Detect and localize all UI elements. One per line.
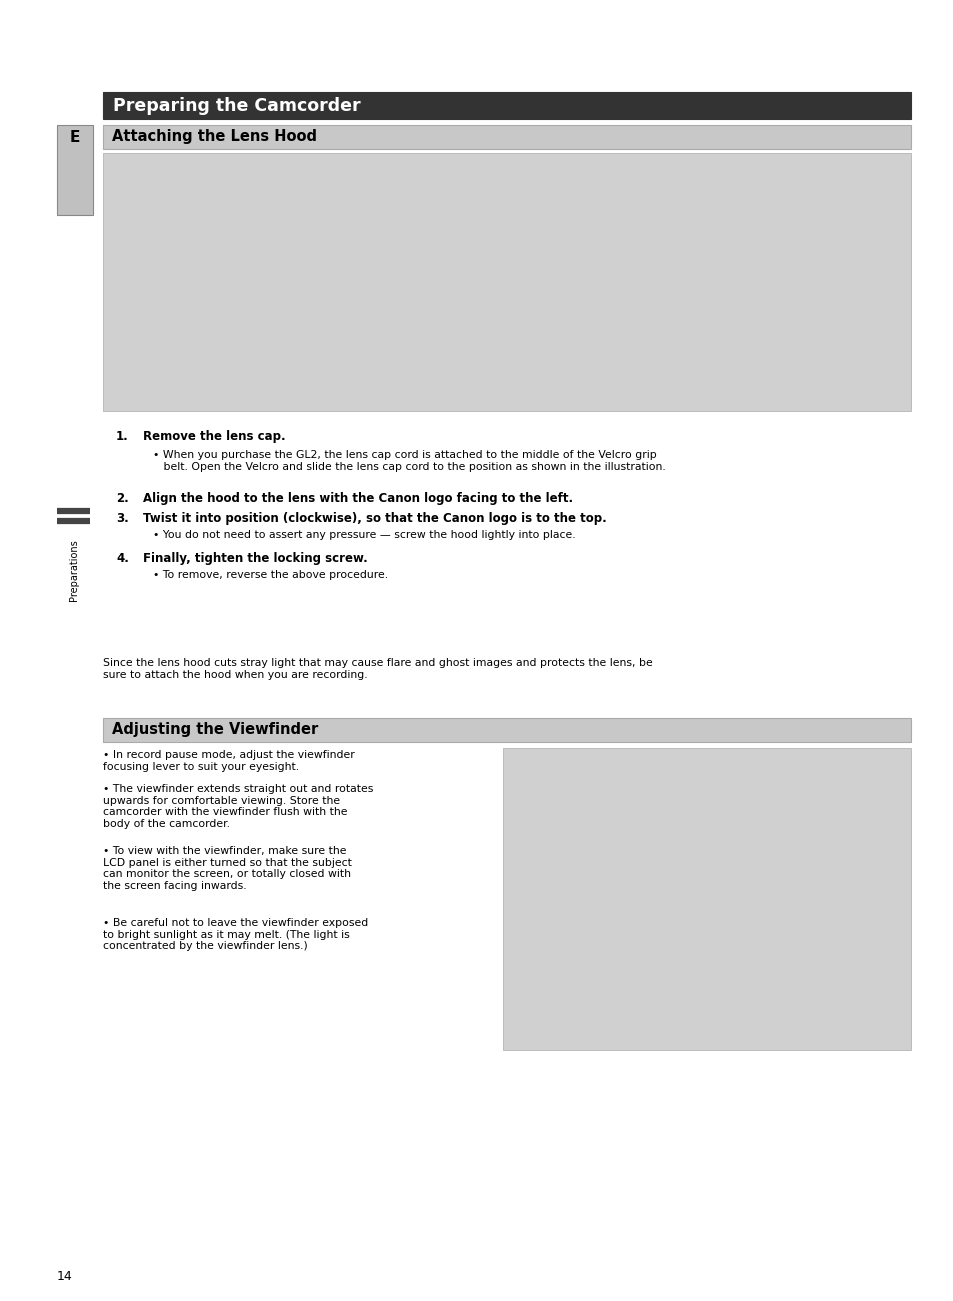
Text: Twist it into position (clockwise), so that the Canon logo is to the top.: Twist it into position (clockwise), so t… <box>143 513 606 526</box>
Text: E: E <box>70 130 80 144</box>
Text: Finally, tighten the locking screw.: Finally, tighten the locking screw. <box>143 552 367 565</box>
Text: • In record pause mode, adjust the viewfinder
focusing lever to suit your eyesig: • In record pause mode, adjust the viewf… <box>103 749 355 771</box>
Text: 2.: 2. <box>116 492 129 505</box>
Text: Adjusting the Viewfinder: Adjusting the Viewfinder <box>112 722 318 736</box>
Text: • To remove, reverse the above procedure.: • To remove, reverse the above procedure… <box>152 570 388 580</box>
Bar <box>103 154 910 411</box>
Text: • Be careful not to leave the viewfinder exposed
to bright sunlight as it may me: • Be careful not to leave the viewfinder… <box>103 919 368 951</box>
Text: • To view with the viewfinder, make sure the
LCD panel is either turned so that : • To view with the viewfinder, make sure… <box>103 846 352 891</box>
Text: Preparing the Camcorder: Preparing the Camcorder <box>112 98 360 114</box>
Text: Since the lens hood cuts stray light that may cause flare and ghost images and p: Since the lens hood cuts stray light tha… <box>103 658 652 679</box>
Text: • When you purchase the GL2, the lens cap cord is attached to the middle of the : • When you purchase the GL2, the lens ca… <box>152 450 665 471</box>
Bar <box>57 125 92 215</box>
Bar <box>103 125 910 150</box>
Text: 3.: 3. <box>116 513 129 526</box>
Bar <box>103 718 910 742</box>
Text: Remove the lens cap.: Remove the lens cap. <box>143 431 285 444</box>
Text: Attaching the Lens Hood: Attaching the Lens Hood <box>112 129 316 144</box>
Bar <box>103 92 910 118</box>
Bar <box>502 748 910 1050</box>
Text: Preparations: Preparations <box>69 539 79 601</box>
Text: 14: 14 <box>57 1270 72 1283</box>
Text: 4.: 4. <box>116 552 129 565</box>
Text: • The viewfinder extends straight out and rotates
upwards for comfortable viewin: • The viewfinder extends straight out an… <box>103 785 373 829</box>
Text: Align the hood to the lens with the Canon logo facing to the left.: Align the hood to the lens with the Cano… <box>143 492 573 505</box>
Text: 1.: 1. <box>116 431 129 444</box>
Text: • You do not need to assert any pressure — screw the hood lightly into place.: • You do not need to assert any pressure… <box>152 530 575 540</box>
